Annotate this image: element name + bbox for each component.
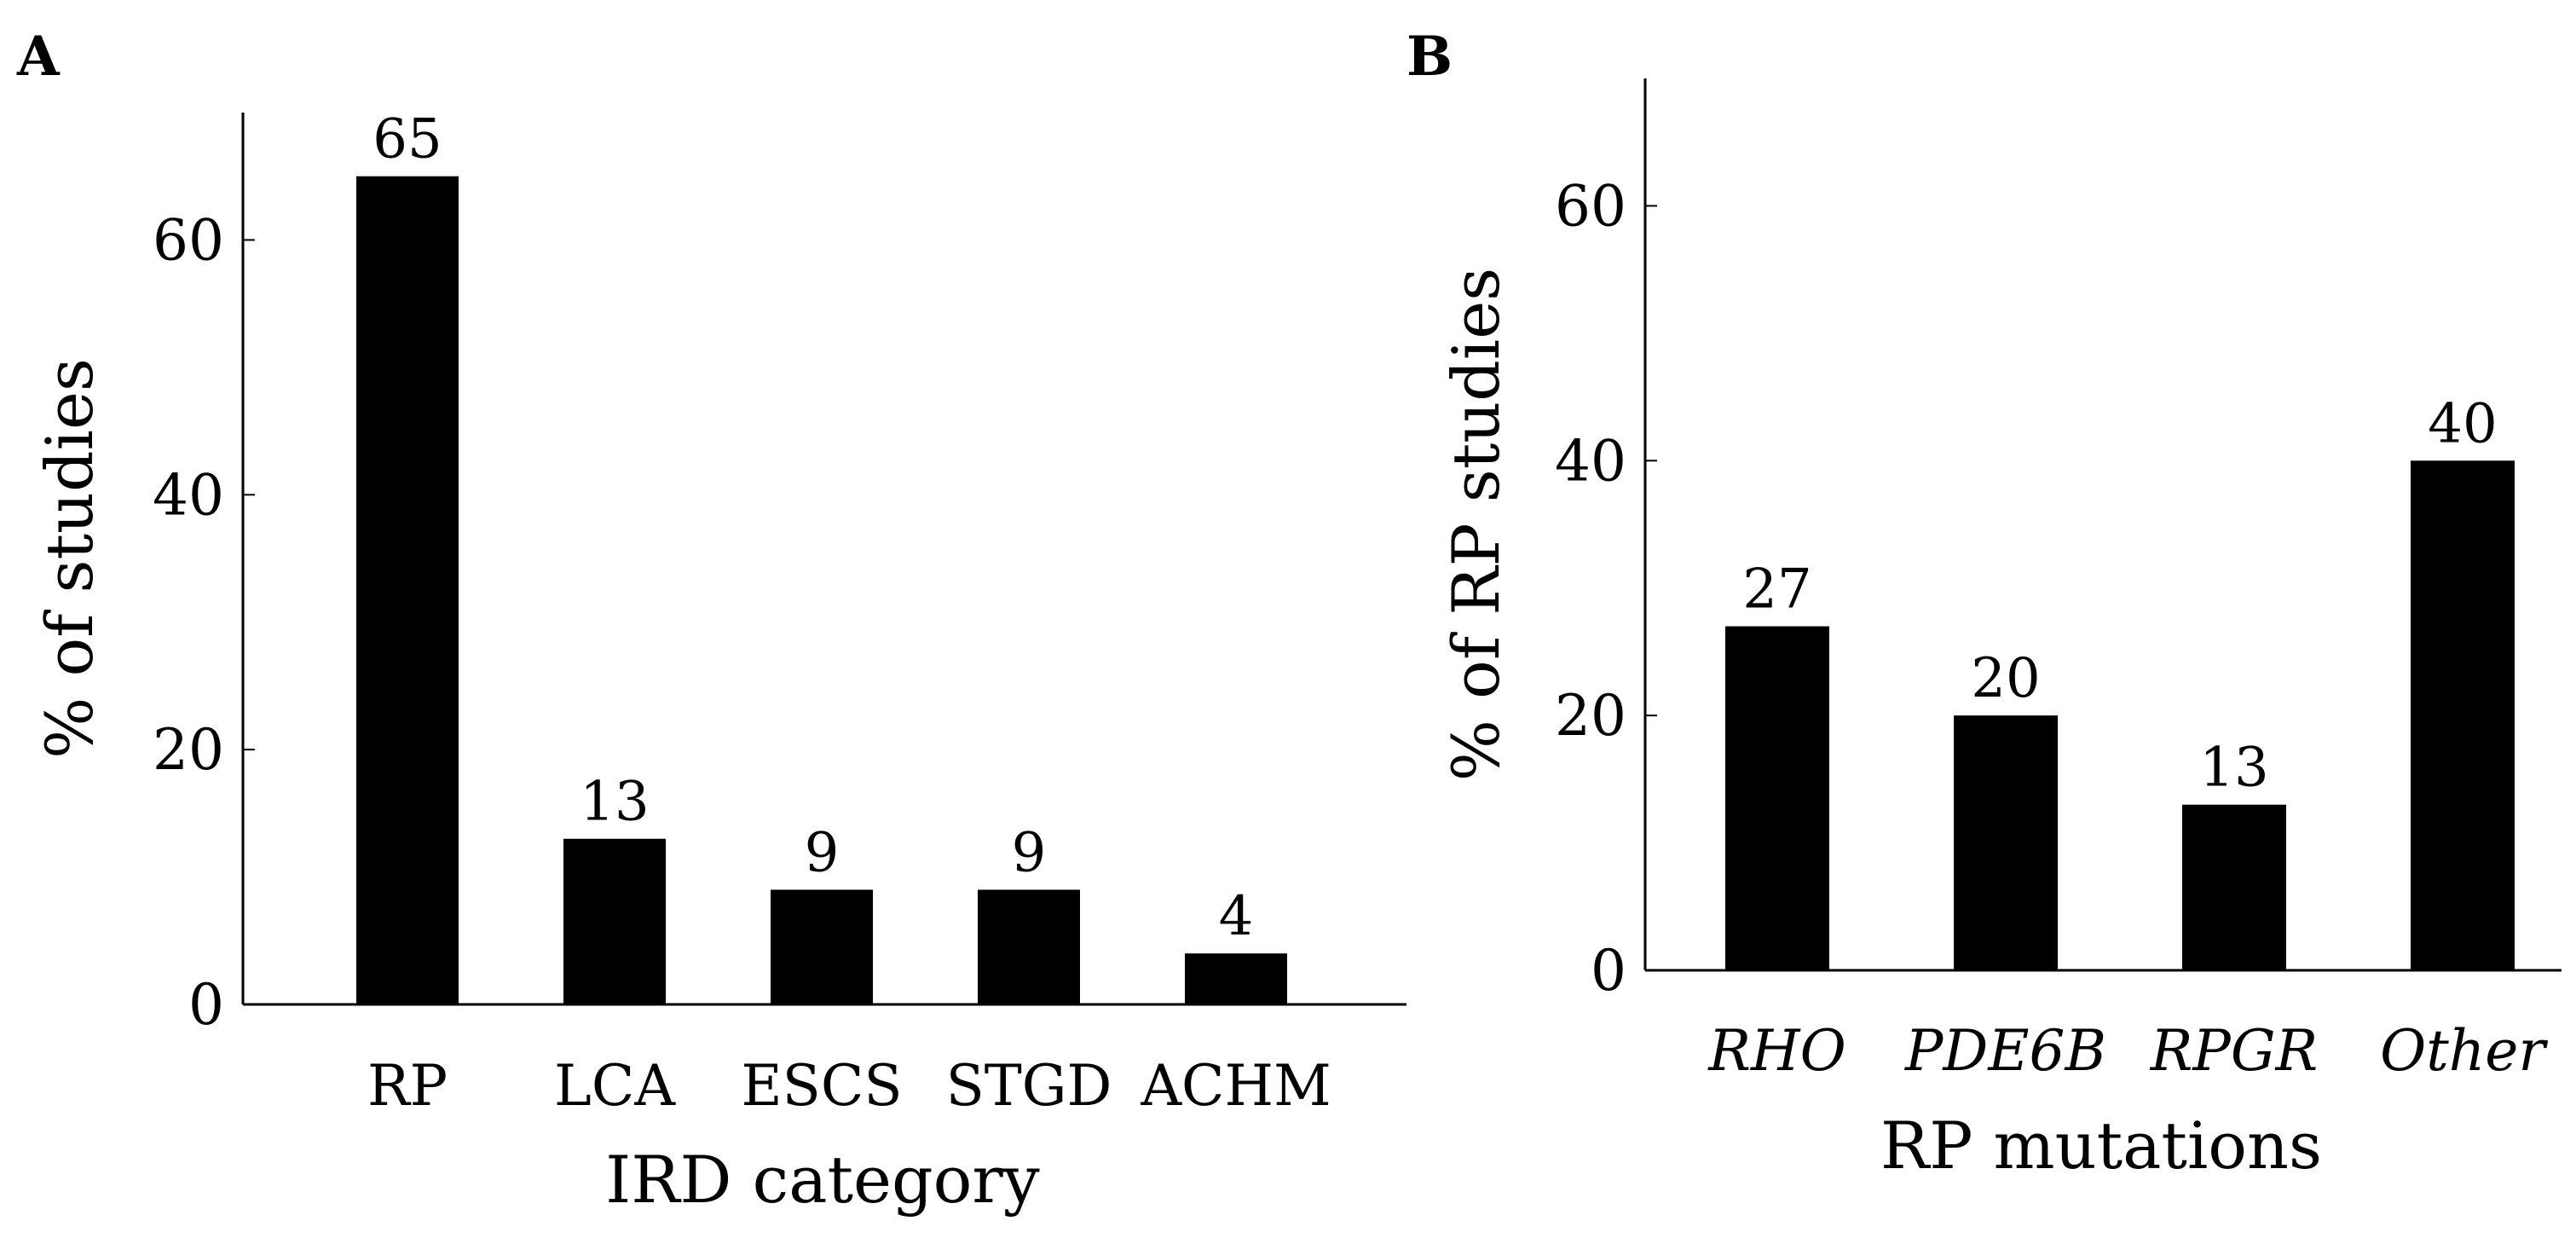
bar-rpgr: [2182, 804, 2286, 970]
data-label: 27: [1742, 558, 1811, 622]
bar-achm: [1185, 953, 1287, 1004]
data-label: 20: [1971, 647, 2040, 710]
panel-label: B: [1406, 25, 1453, 89]
y-axis-label: % of studies: [32, 358, 107, 759]
x-tick-label: ESCS: [741, 1053, 902, 1119]
data-label: 9: [805, 822, 840, 885]
bar-stgd: [978, 889, 1080, 1004]
bar-lca: [563, 838, 666, 1004]
y-tick-label: 60: [1555, 173, 1626, 239]
x-tick-label: ACHM: [1140, 1053, 1331, 1119]
y-tick-label: 0: [188, 972, 224, 1038]
x-tick-label: LCA: [554, 1053, 676, 1119]
y-tick-label: 20: [153, 717, 224, 783]
bar-pde6b: [1954, 715, 2058, 970]
panel-label: A: [16, 25, 61, 89]
x-tick-label: RHO: [1707, 1018, 1845, 1084]
data-label: 65: [373, 108, 442, 171]
data-label: 13: [580, 771, 649, 834]
x-tick-label: PDE6B: [1904, 1018, 2106, 1084]
bar-escs: [771, 889, 873, 1004]
x-axis-label: RP mutations: [1880, 1108, 2322, 1183]
data-label: 13: [2199, 737, 2268, 800]
x-tick-label: STGD: [946, 1053, 1112, 1119]
data-label: 9: [1012, 822, 1047, 885]
x-tick-label: RPGR: [2150, 1018, 2319, 1084]
x-axis-label: IRD category: [605, 1142, 1039, 1218]
bar-other: [2411, 460, 2515, 970]
y-tick-label: 20: [1555, 683, 1626, 749]
data-label: 40: [2428, 392, 2497, 455]
panel-b: B 0 20 40 60 27 RHO 20 PDE6B 13 RPGR 40 Other RP muta…: [1406, 25, 2562, 1183]
bar-rho: [1725, 626, 1829, 970]
y-tick-label: 40: [153, 462, 224, 528]
x-tick-label: Other: [2380, 1018, 2548, 1084]
data-label: 4: [1219, 885, 1254, 948]
y-tick-label: 60: [153, 207, 224, 273]
panel-a: A 0 20 40 60 65 RP 13 LCA 9 ESCS 9 STGD 4 ACHM IRD cate…: [16, 25, 1406, 1218]
y-tick-label: 0: [1591, 938, 1626, 1004]
bar-rp: [356, 176, 459, 1004]
x-tick-label: RP: [367, 1053, 448, 1119]
y-axis-label: % of RP studies: [1438, 268, 1514, 781]
y-tick-label: 40: [1555, 428, 1626, 494]
